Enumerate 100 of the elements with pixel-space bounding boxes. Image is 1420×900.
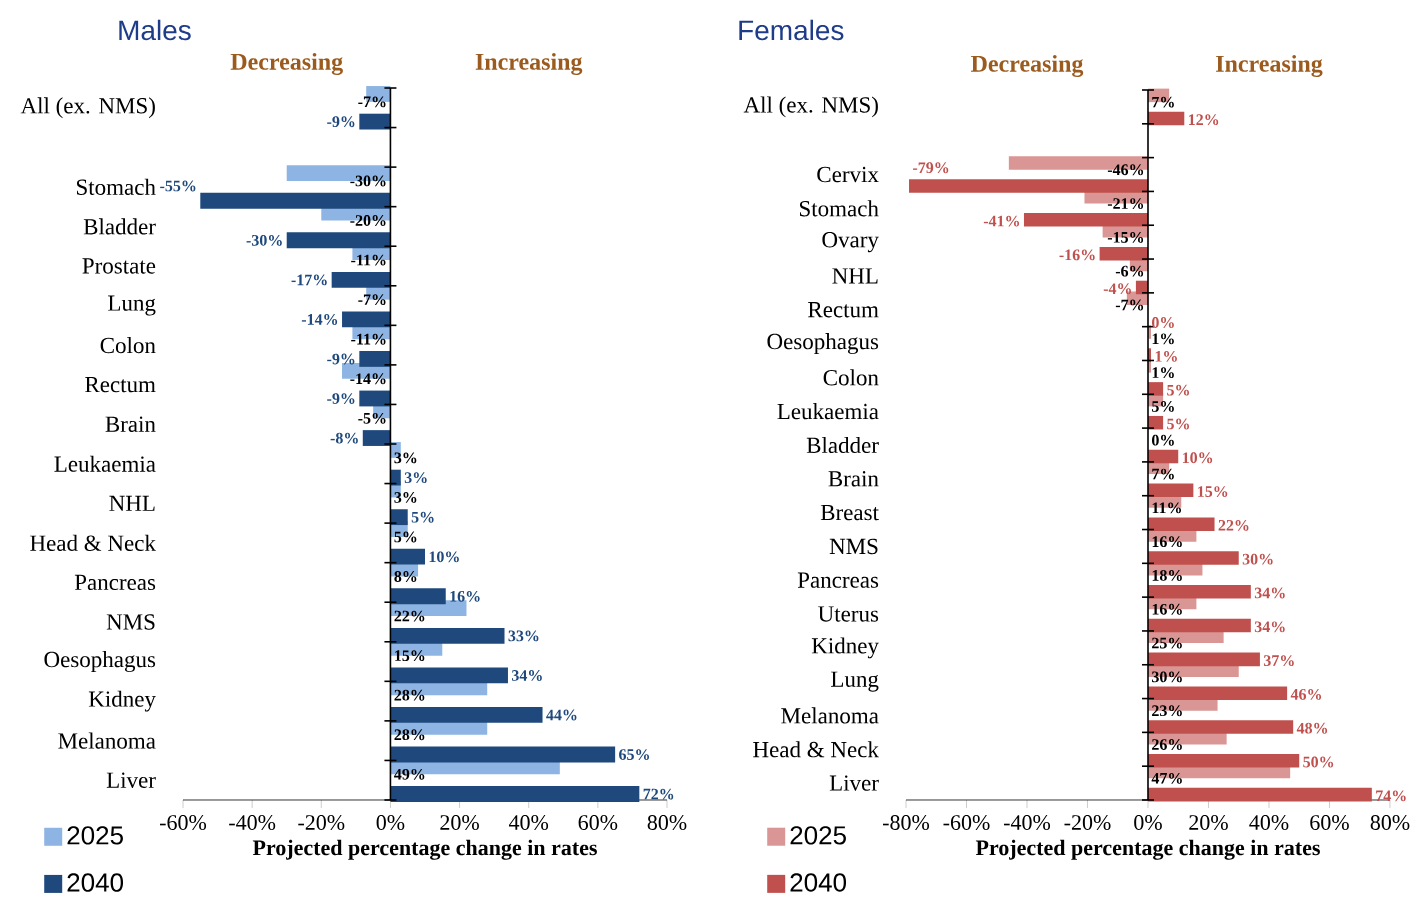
y-tick-label: NMS xyxy=(106,614,155,630)
x-tick-label: 40% xyxy=(1249,815,1289,830)
bar xyxy=(1148,618,1251,633)
data-label: -15% xyxy=(1107,231,1144,243)
data-label: -11% xyxy=(351,333,386,345)
x-tick-label: 0% xyxy=(1134,815,1162,830)
bar xyxy=(331,271,391,288)
data-label: -79% xyxy=(913,162,949,174)
bar xyxy=(286,232,391,249)
data-label: -9% xyxy=(327,393,355,405)
data-label: 1% xyxy=(1155,350,1177,362)
data-label: 30% xyxy=(1242,553,1273,565)
text: Increasing xyxy=(475,52,583,75)
data-label: 10% xyxy=(429,551,459,563)
data-label: -5% xyxy=(358,412,386,424)
x-tick-label: 80% xyxy=(647,815,687,830)
y-tick-label: Breast xyxy=(820,504,879,521)
data-label: 16% xyxy=(1152,603,1182,615)
y-tick-label: Pancreas xyxy=(797,572,879,588)
bar xyxy=(1148,449,1179,464)
data-label: -6% xyxy=(1115,265,1144,277)
data-label: 65% xyxy=(619,749,650,761)
y-tick-label: Colon xyxy=(100,337,156,354)
bar xyxy=(1099,246,1148,261)
x-tick-label: 40% xyxy=(508,815,549,830)
data-label: -17% xyxy=(291,274,327,286)
data-label: 22% xyxy=(394,610,425,622)
data-label: 34% xyxy=(511,670,542,681)
bar xyxy=(359,390,391,407)
data-label: 0% xyxy=(1151,434,1174,446)
y-tick-label: Lung xyxy=(108,295,156,316)
y-tick-label: NHL xyxy=(832,268,878,284)
data-label: 25% xyxy=(1152,637,1182,649)
y-tick-label: Kidney xyxy=(811,637,879,659)
data-label: 5% xyxy=(1152,401,1174,412)
bar xyxy=(1148,720,1294,734)
data-label: -14% xyxy=(350,373,386,385)
y-tick-label: Melanoma xyxy=(58,732,156,749)
bar xyxy=(1148,517,1215,531)
bar xyxy=(359,113,391,130)
y-tick-label: Prostate xyxy=(82,258,156,274)
legend-label: 2040 xyxy=(67,873,124,892)
y-tick-label: All (ex. NMS) xyxy=(20,97,155,119)
bar xyxy=(1148,483,1194,498)
y-tick-label: Leukaemia xyxy=(777,403,879,420)
bar xyxy=(1148,111,1185,126)
bar xyxy=(390,746,616,763)
data-label: 72% xyxy=(643,788,674,800)
data-label: 1% xyxy=(1152,333,1174,345)
data-label: 22% xyxy=(1218,519,1249,531)
y-tick-label: Cervix xyxy=(817,166,879,183)
bar xyxy=(359,351,391,367)
y-tick-label: Head & Neck xyxy=(753,741,879,758)
data-label: 3% xyxy=(404,472,427,484)
data-label: 28% xyxy=(394,689,425,701)
data-label: -55% xyxy=(160,180,196,192)
data-label: 37% xyxy=(1263,655,1294,667)
bar xyxy=(342,311,391,328)
data-label: 12% xyxy=(1188,114,1219,126)
chart-title: Males xyxy=(119,19,191,41)
data-label: 15% xyxy=(1198,486,1228,497)
bar xyxy=(390,627,505,644)
data-label: 3% xyxy=(394,492,417,503)
data-label: -7% xyxy=(1115,299,1144,311)
data-label: 44% xyxy=(546,709,577,721)
legend-label: 2040 xyxy=(790,873,847,892)
y-tick-label: Melanoma xyxy=(781,707,879,724)
bar xyxy=(200,192,391,209)
y-tick-label: Brain xyxy=(828,471,879,487)
x-tick-label: 60% xyxy=(578,815,618,830)
y-tick-label: Brain xyxy=(105,416,156,432)
data-label: -30% xyxy=(350,175,386,187)
data-label: -11% xyxy=(351,254,386,266)
y-tick-label: Uterus xyxy=(818,606,879,622)
y-tick-label: Rectum xyxy=(808,302,879,318)
y-tick-label: Liver xyxy=(829,775,879,791)
x-tick-label: 80% xyxy=(1370,815,1410,830)
bar xyxy=(390,667,508,684)
y-tick-label: Lung xyxy=(831,671,879,692)
data-label: 16% xyxy=(450,590,480,602)
bar xyxy=(909,179,1148,193)
data-label: 5% xyxy=(1167,384,1190,396)
y-tick-label: Stomach xyxy=(76,178,156,195)
data-label: 47% xyxy=(1151,772,1182,784)
y-tick-label: NMS xyxy=(829,538,878,555)
bar xyxy=(1148,382,1164,396)
bar xyxy=(390,707,543,723)
bar xyxy=(1148,584,1251,599)
x-axis-title: Projected percentage change in rates xyxy=(252,839,597,860)
data-label: 28% xyxy=(394,729,425,741)
data-label: -14% xyxy=(301,314,338,325)
x-tick-label: -40% xyxy=(229,815,276,830)
x-tick-label: -80% xyxy=(882,815,930,830)
data-label: 18% xyxy=(1152,570,1182,581)
data-label: 3% xyxy=(394,452,417,464)
x-tick-label: -40% xyxy=(1003,815,1051,830)
bar xyxy=(390,786,640,802)
bar xyxy=(1148,686,1288,700)
data-label: 33% xyxy=(508,630,539,642)
data-label: 0% xyxy=(1151,317,1174,328)
